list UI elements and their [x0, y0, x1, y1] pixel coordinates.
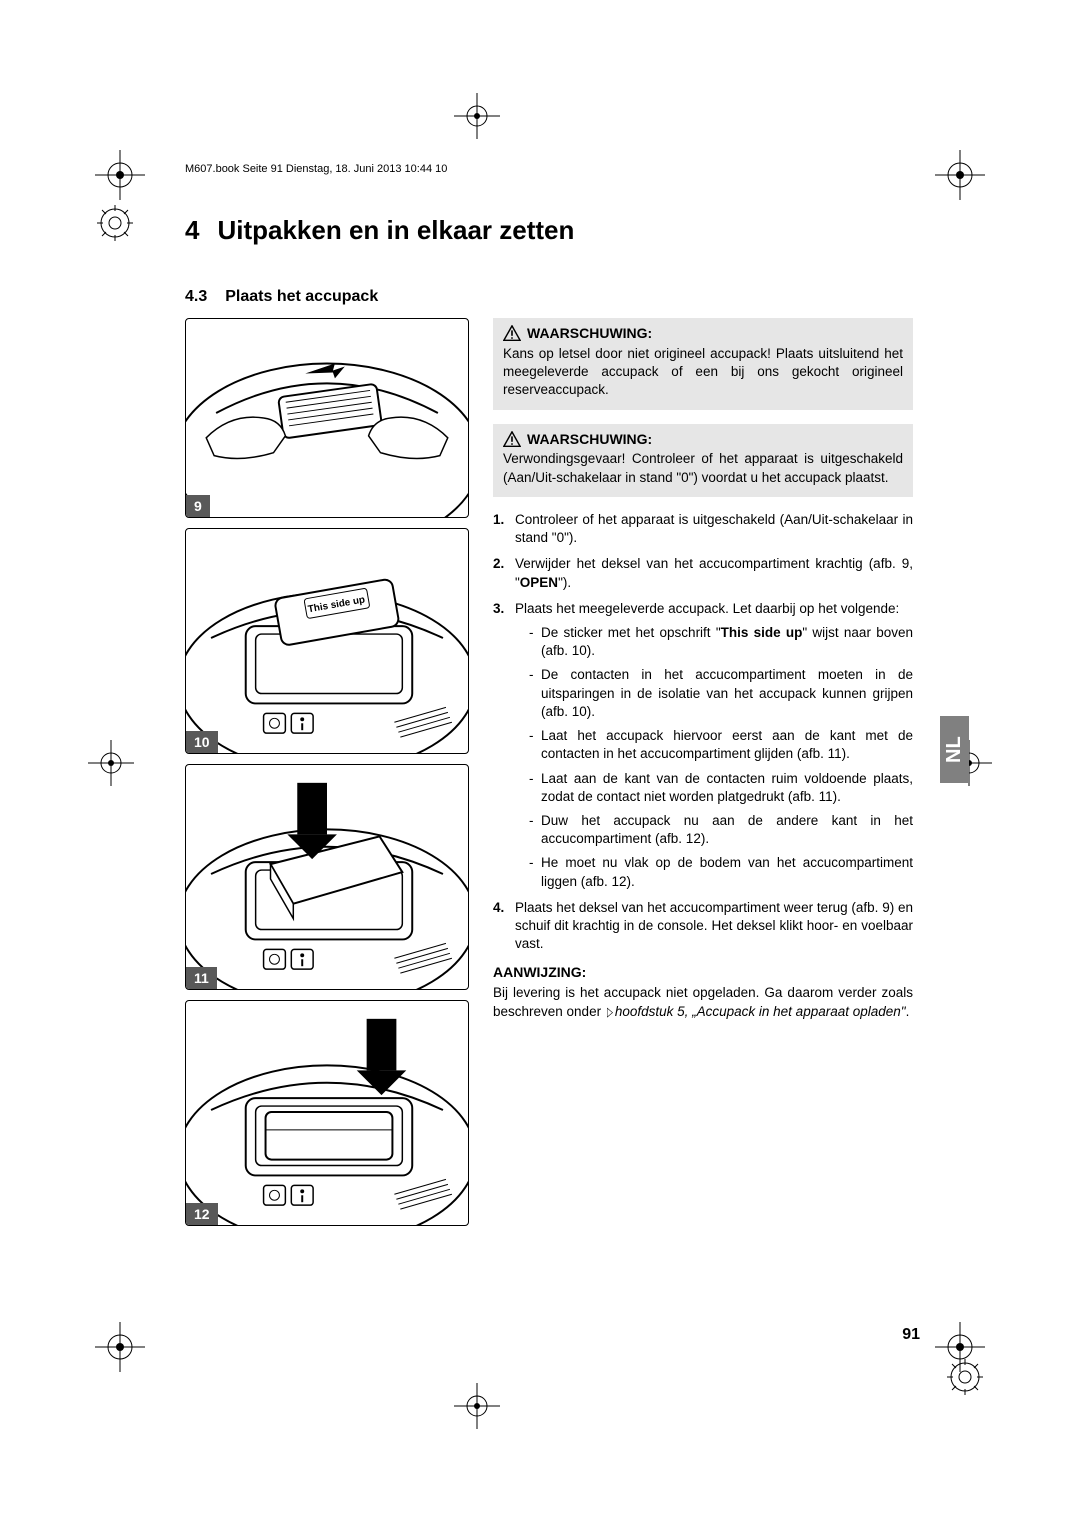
gear-mark [945, 1357, 985, 1402]
triangle-icon: ▷ [607, 1003, 613, 1021]
page-number: 91 [902, 1326, 920, 1344]
chapter-number: 4 [185, 215, 199, 246]
figures-column: 9 This side up [185, 318, 471, 1236]
step-2: Verwijder het deksel van het accucompart… [493, 555, 913, 591]
warning-box-2: WAARSCHUWING: Verwondingsgevaar! Control… [493, 424, 913, 497]
figure-9: 9 [185, 318, 469, 518]
sub-item: Laat het accupack hiervoor eerst aan de … [529, 727, 913, 763]
section-heading: 4.3 Plaats het accupack [185, 288, 920, 306]
warning-heading: WAARSCHUWING: [527, 430, 652, 449]
text-column: WAARSCHUWING: Kans op letsel door niet o… [493, 318, 913, 1236]
page-content: 4 Uitpakken en in elkaar zetten 4.3 Plaats… [185, 215, 920, 1236]
figure-number: 12 [186, 1203, 218, 1225]
sub-item: He moet nu vlak op de bodem van het accu… [529, 854, 913, 890]
warning-icon [503, 431, 521, 447]
warning-text: Verwondingsgevaar! Controleer of het app… [503, 450, 903, 486]
steps-list: Controleer of het apparaat is uitgeschak… [493, 511, 913, 954]
sub-item: De contacten in het accucompartiment moe… [529, 666, 913, 721]
warning-box-1: WAARSCHUWING: Kans op letsel door niet o… [493, 318, 913, 410]
crop-mark-mid [454, 1383, 500, 1434]
gear-mark [95, 203, 135, 248]
sub-item: Duw het accupack nu aan de andere kant i… [529, 812, 913, 848]
sub-item: De sticker met het opschrift "This side … [529, 624, 913, 660]
crop-mark-mid [88, 740, 134, 791]
step-3: Plaats het meegeleverde accupack. Let da… [493, 600, 913, 891]
crop-mark [95, 150, 145, 205]
figure-10: This side up 10 [185, 528, 469, 754]
figure-number: 10 [186, 731, 218, 753]
note-heading: AANWIJZING: [493, 963, 913, 982]
figure-number: 11 [186, 967, 217, 989]
chapter-title: Uitpakken en in elkaar zetten [217, 215, 574, 245]
figure-number: 9 [186, 495, 210, 517]
chapter-heading: 4 Uitpakken en in elkaar zetten [185, 215, 920, 246]
figure-11: 11 [185, 764, 469, 990]
warning-text: Kans op letsel door niet origineel accup… [503, 345, 903, 400]
step-1: Controleer of het apparaat is uitgeschak… [493, 511, 913, 547]
warning-heading: WAARSCHUWING: [527, 324, 652, 343]
note-body: Bij levering is het accupack niet opgela… [493, 984, 913, 1020]
step-3-sublist: De sticker met het opschrift "This side … [515, 624, 913, 891]
crop-mark [935, 150, 985, 205]
figure-12: 12 [185, 1000, 469, 1226]
page-header-line: M607.book Seite 91 Dienstag, 18. Juni 20… [185, 163, 447, 175]
warning-icon [503, 325, 521, 341]
crop-mark [95, 1322, 145, 1377]
section-title: Plaats het accupack [225, 288, 378, 305]
crop-mark-mid [454, 93, 500, 144]
step-4: Plaats het deksel van het accucompartime… [493, 899, 913, 954]
section-number: 4.3 [185, 288, 207, 306]
sub-item: Laat aan de kant van de contacten ruim v… [529, 770, 913, 806]
language-tab: NL [940, 716, 969, 783]
